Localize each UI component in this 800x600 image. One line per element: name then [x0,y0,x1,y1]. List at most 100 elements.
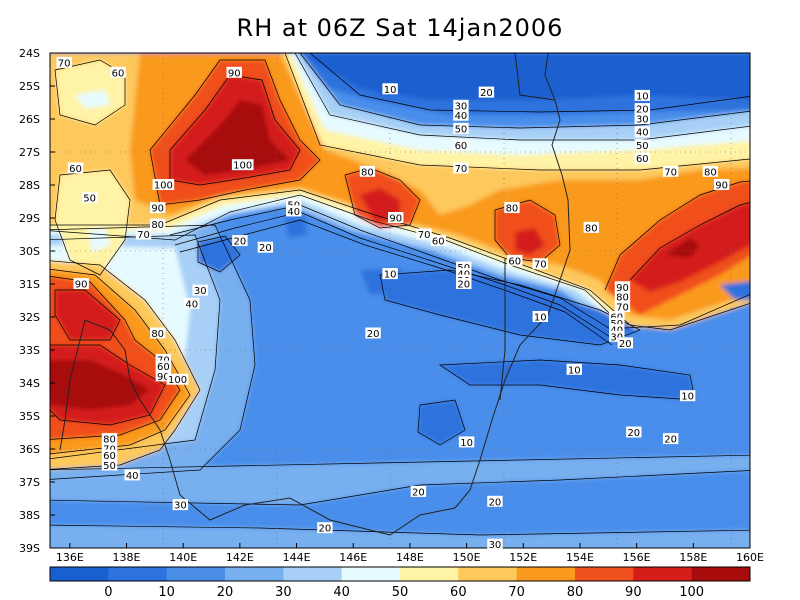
colorbar-swatch [225,567,284,581]
contour-label: 60 [103,451,116,462]
contour-label-box [713,179,730,190]
contour-label-box [101,449,118,461]
contour-label-box [135,228,152,240]
contour-label-box [614,301,631,313]
contour-label-box [257,241,274,253]
contour-label: 80 [361,167,374,178]
x-tick-label: 152E [509,551,537,564]
contour-label-box [583,221,599,233]
contour-label-box [702,165,719,177]
contour-label: 90 [228,68,241,79]
contour-label: 90 [151,204,164,215]
x-tick-label: 160E [736,551,764,564]
colorbar-swatch [633,567,693,581]
axes: 136E 138E 140E 142E 144E 146E 148E 150E 152E 154E… [19,47,764,564]
colorbar: 0 10 20 30 40 50 60 70 80 90 100 [49,566,751,600]
contour-label: 20 [319,524,332,535]
contour-label: 10 [384,270,397,281]
colorbar-label: 80 [567,585,584,600]
contour-label-box [382,268,398,280]
y-tick-label: 34S [19,377,40,390]
x-tick-label: 138E [113,551,141,564]
contour-label: 20 [664,435,677,446]
contour-label-box [662,165,679,177]
contour-label: 80 [151,220,164,231]
contour-label: 80 [151,329,164,340]
contour-label-box [124,469,140,481]
contour-label: 60 [455,141,468,152]
contour-label: 20 [489,497,502,508]
contour-label: 60 [69,164,82,175]
contour-label-box [456,278,472,289]
colorbar-label: 60 [450,585,467,600]
colorbar-label: 50 [392,585,409,600]
contour-label-box [609,317,625,329]
contour-label-box [634,126,651,138]
contour-label: 20 [457,280,470,291]
contour-label-box [456,261,472,273]
contour-label-box [532,258,548,270]
contour-label: 20 [480,88,493,99]
contour-label-box [286,198,302,210]
contour-label-box [232,235,248,247]
contour-label: 90 [157,372,170,383]
contour-label: 40 [455,111,468,122]
colorbar-swatch [166,567,226,581]
colorbar-swatch [283,567,343,581]
colorbar-swatch [108,567,168,581]
contour-label-box [487,495,503,507]
y-tick-label: 24S [19,47,40,60]
x-tick-label: 150E [453,551,481,564]
contour-label: 80 [704,167,717,178]
contour-label: 70 [418,230,431,241]
contour-label-box [634,103,651,115]
contour-label: 80 [616,293,629,304]
x-tick-label: 140E [169,551,197,564]
contour-label: 100 [168,375,187,386]
contour-label: 50 [83,194,96,205]
colorbar-swatch [400,567,459,581]
x-tick-label: 142E [226,551,254,564]
contour-label-box [456,268,472,280]
contour-label-box [359,165,376,177]
contour-label-box [609,324,625,336]
colorbar-swatch [516,567,576,581]
y-tick-label: 26S [19,113,40,126]
contour-label: 50 [103,461,116,472]
contour-label: 30 [489,540,502,551]
contour-label-box [416,228,432,240]
contour-label-box [614,291,631,303]
colorbar-label: 40 [333,585,350,600]
contour-label-box [172,499,189,511]
colorbar-label: 100 [679,585,704,600]
colorbar-swatch [691,567,751,581]
contour-label: 40 [185,299,198,310]
contour-label-box [453,109,469,121]
contour-label-box [626,426,642,438]
y-tick-label: 38S [19,509,40,522]
contour-label: 10 [681,392,694,403]
contour-label-box [614,281,631,293]
y-tick-label: 32S [19,311,40,324]
contour-label-box [101,459,118,471]
contour-label: 40 [126,471,139,482]
y-tick-label: 27S [19,146,40,159]
y-tick-label: 28S [19,179,40,192]
contour-label: 90 [75,280,88,291]
contour-label-box [152,179,175,190]
contour-label-box [101,433,118,445]
contour-label: 30 [455,101,468,112]
contour-label-box [382,83,398,95]
contour-label-box [110,66,126,78]
contour-label: 70 [455,164,468,175]
colorbar-label: 0 [104,585,112,600]
contour-label: 10 [568,365,581,376]
colorbar-label: 70 [508,585,525,600]
contour-label-box [453,99,469,111]
contour-label: 60 [157,362,170,373]
contour-label-box [507,254,523,266]
contour-label-box [453,122,469,134]
contour-label-box [458,436,475,448]
contour-label-box [317,522,333,534]
